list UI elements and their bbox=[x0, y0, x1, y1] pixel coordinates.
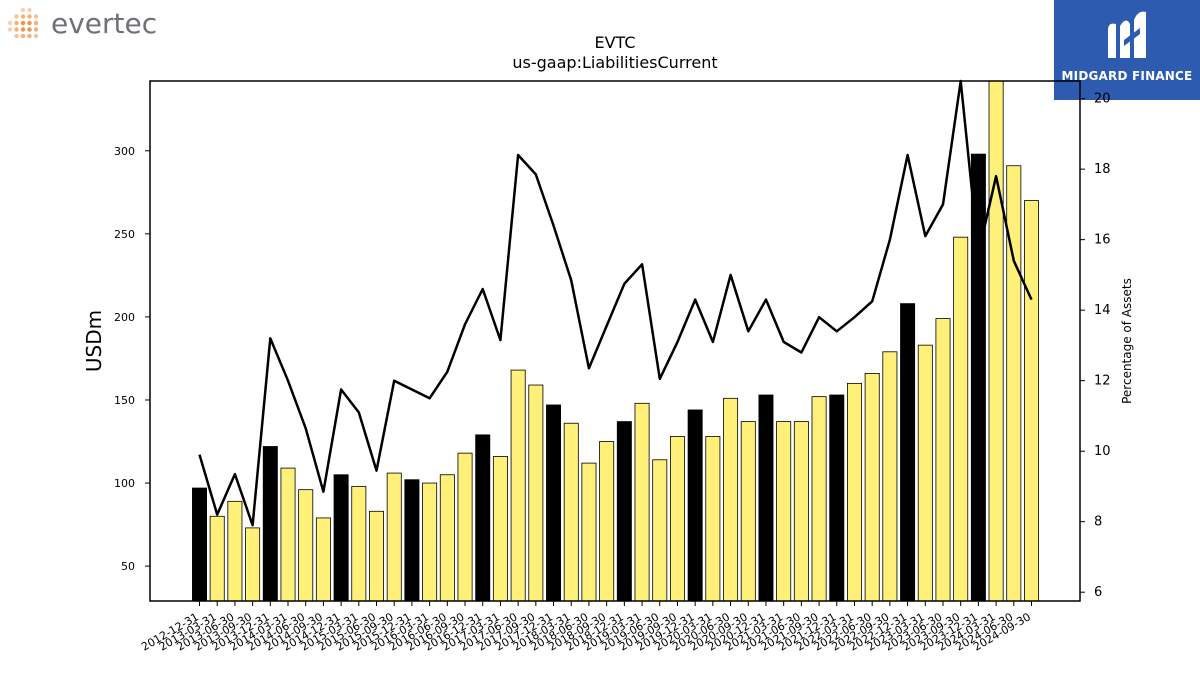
bar bbox=[245, 527, 261, 602]
logo-dot bbox=[27, 7, 32, 13]
logo-dot bbox=[20, 7, 26, 13]
bar bbox=[793, 421, 809, 602]
x-axis: 2012-12-312013-03-312013-06-302013-09-30… bbox=[139, 601, 1033, 654]
logo-dot bbox=[27, 33, 32, 39]
bar bbox=[864, 372, 880, 602]
logo-dot bbox=[27, 14, 32, 19]
y-right-tick-label: 6 bbox=[1094, 585, 1102, 600]
bar bbox=[510, 369, 526, 602]
bar bbox=[758, 394, 774, 602]
bar bbox=[546, 404, 562, 602]
logo-dot bbox=[33, 27, 39, 32]
bar bbox=[935, 318, 951, 602]
logo-dot bbox=[14, 33, 19, 39]
bar bbox=[900, 303, 916, 602]
evertec-dots-mark bbox=[7, 7, 39, 39]
bars-layer bbox=[192, 80, 1039, 602]
bar bbox=[528, 384, 544, 602]
bar bbox=[882, 351, 898, 602]
y-tick-label: 300 bbox=[114, 145, 135, 158]
logo-dot bbox=[33, 14, 39, 19]
bar bbox=[192, 487, 207, 602]
bar bbox=[386, 472, 402, 602]
chart-subtitle: us-gaap:LiabilitiesCurrent bbox=[512, 53, 717, 72]
bar bbox=[687, 409, 703, 602]
bar bbox=[970, 153, 986, 602]
bar bbox=[829, 394, 845, 602]
bar bbox=[351, 485, 367, 602]
logo-dot bbox=[33, 33, 39, 39]
bar bbox=[652, 459, 668, 602]
y-axis-left: 50 100 150 200 250 300 bbox=[114, 145, 150, 573]
bar bbox=[298, 489, 314, 602]
bar bbox=[315, 517, 331, 602]
bar bbox=[740, 421, 756, 602]
bar bbox=[917, 344, 933, 602]
bar bbox=[599, 441, 615, 602]
logo-dot bbox=[27, 27, 32, 32]
bar bbox=[1024, 200, 1039, 602]
logo-dot bbox=[14, 27, 19, 32]
y-right-tick-label: 20 bbox=[1094, 92, 1111, 107]
y-right-tick-label: 8 bbox=[1094, 515, 1102, 530]
y-tick-label: 100 bbox=[114, 477, 135, 490]
y-right-tick-label: 16 bbox=[1094, 233, 1111, 248]
bar bbox=[404, 479, 420, 602]
bar bbox=[988, 80, 1004, 602]
y-axis-label-right: Percentage of Assets bbox=[1120, 278, 1134, 404]
bar bbox=[634, 402, 650, 602]
bar bbox=[616, 421, 632, 602]
y-right-tick-label: 14 bbox=[1094, 303, 1111, 318]
y-right-tick-label: 10 bbox=[1094, 444, 1111, 459]
logo-dot bbox=[14, 20, 19, 26]
y-right-tick-label: 18 bbox=[1094, 162, 1111, 177]
bar bbox=[369, 510, 385, 602]
bar bbox=[669, 436, 685, 602]
logo-dot bbox=[20, 33, 26, 39]
bar bbox=[811, 396, 827, 602]
y-tick-label: 250 bbox=[114, 228, 135, 241]
line-layer bbox=[198, 79, 1033, 527]
bar bbox=[846, 382, 862, 602]
bar bbox=[723, 397, 739, 602]
y-tick-label: 200 bbox=[114, 311, 135, 324]
evertec-wordmark: evertec bbox=[51, 7, 157, 40]
plot-frame bbox=[149, 80, 1081, 602]
bar bbox=[776, 421, 792, 602]
midgard-finance-wordmark: MIDGARD FINANCE bbox=[1061, 69, 1193, 83]
bar bbox=[209, 515, 225, 602]
logo-dot bbox=[20, 14, 26, 19]
chart-title: EVTC bbox=[594, 33, 635, 52]
y-tick-label: 150 bbox=[114, 394, 135, 407]
midgard-m-mark bbox=[1108, 11, 1146, 59]
logo-dot bbox=[14, 14, 19, 19]
logo-dot bbox=[20, 27, 26, 32]
percentage-line bbox=[198, 79, 1033, 527]
bar bbox=[439, 474, 455, 602]
bar bbox=[227, 500, 243, 602]
y-tick-label: 50 bbox=[121, 560, 135, 573]
bar bbox=[475, 434, 491, 602]
bar bbox=[492, 456, 508, 602]
logo-dot bbox=[7, 27, 13, 32]
logo-dot bbox=[33, 20, 39, 26]
bar bbox=[953, 236, 969, 602]
midgard-finance-logo: MIDGARD FINANCE bbox=[1054, 0, 1200, 100]
y-right-tick-label: 12 bbox=[1094, 374, 1111, 389]
y-axis-right: 6 8 10 12 14 16 18 20 bbox=[1080, 92, 1111, 600]
bar bbox=[457, 452, 473, 602]
bar bbox=[333, 474, 349, 602]
bar bbox=[280, 467, 296, 602]
y-axis-label-left: USDm bbox=[82, 310, 106, 372]
logo-dot bbox=[27, 20, 32, 26]
logo-dot bbox=[7, 20, 13, 26]
bar bbox=[563, 422, 579, 602]
bar bbox=[581, 462, 597, 602]
bar bbox=[422, 482, 438, 602]
logo-dot bbox=[20, 20, 26, 26]
bar bbox=[262, 446, 278, 602]
evertec-logo: evertec bbox=[7, 7, 157, 40]
bar bbox=[705, 436, 721, 602]
